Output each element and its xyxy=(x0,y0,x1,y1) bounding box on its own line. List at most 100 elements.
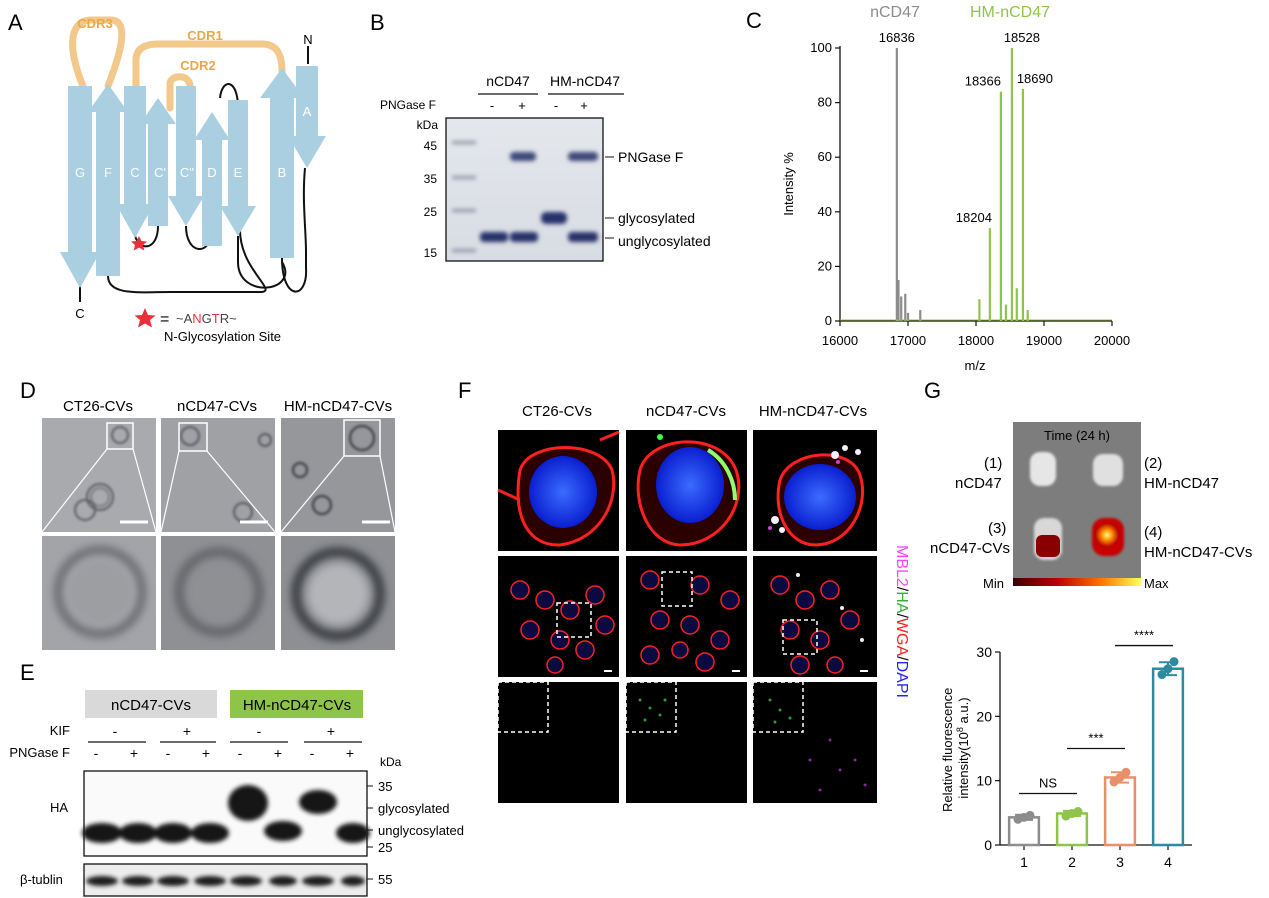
tem-image-hm-ncd47 xyxy=(280,418,396,533)
bar-ylabel: Relative fluorescence intensity(108 a.u.… xyxy=(940,684,971,812)
panel-c-letter: C xyxy=(746,8,762,33)
c-terminus-label: C xyxy=(75,306,84,321)
cdr1-loop xyxy=(132,40,286,90)
seq-part: G xyxy=(202,311,212,326)
x-tick-label: 2 xyxy=(1068,854,1076,870)
stain-sep: / xyxy=(893,656,910,661)
y-tick-label: 0 xyxy=(825,313,832,328)
group-box-ncd47-cvs xyxy=(85,690,217,718)
sample-name: HM-nCD47-CVs xyxy=(1144,544,1252,561)
ivis-title: Time (24 h) xyxy=(1044,428,1110,443)
kif-sign: + xyxy=(327,723,335,739)
band-label: glycosylated xyxy=(618,210,695,226)
significance-label: NS xyxy=(1039,776,1057,791)
significance-label: **** xyxy=(1134,628,1154,643)
ha-markers xyxy=(367,785,373,848)
pngase-sign: + xyxy=(130,745,138,761)
tubulin-blot-label: β-tublin xyxy=(20,872,63,887)
kif-signs: - + - + xyxy=(113,723,335,739)
y-tick-label: 10 xyxy=(976,773,992,789)
pngase-band xyxy=(568,152,598,161)
pngase-row-label: PNGase F xyxy=(9,745,70,760)
peak-label: 18204 xyxy=(956,210,992,225)
mw-marker: 25 xyxy=(378,840,392,855)
confocal-cell-ct26 xyxy=(497,430,620,547)
pngase-sign: - xyxy=(238,745,243,761)
peak-label: 18366 xyxy=(965,74,1001,89)
ylabel-line2: intensity(108 a.u.) xyxy=(955,697,971,798)
band-callouts xyxy=(605,156,614,239)
pngase-row-label: PNGase F xyxy=(380,98,436,112)
x-tick-label: 3 xyxy=(1116,854,1124,870)
bar xyxy=(1055,812,1089,847)
data-point xyxy=(1115,772,1125,782)
panel-f: F CT26-CVs nCD47-CVs HM-nCD47-CVs xyxy=(458,378,910,803)
peak-label: 18690 xyxy=(1017,71,1053,86)
x-tick-label: 1 xyxy=(1020,854,1028,870)
mw-marker: 55 xyxy=(378,872,392,887)
strand-cpp xyxy=(168,86,204,226)
legend-equals: = xyxy=(160,311,169,328)
legend-site-label: N-Glycosylation Site xyxy=(164,329,281,344)
ha-bands xyxy=(82,785,370,843)
kda-label: kDa xyxy=(380,755,402,769)
confocal-column-label: CT26-CVs xyxy=(522,403,592,420)
loop-e-b xyxy=(237,236,286,289)
group-label-ncd47: nCD47 xyxy=(486,73,530,89)
ladder-band xyxy=(452,249,476,252)
panel-d-letter: D xyxy=(20,378,36,403)
loop-c-cp xyxy=(134,225,159,248)
pngase-sign: + xyxy=(202,745,210,761)
confocal-column-label: HM-nCD47-CVs xyxy=(759,403,867,420)
lane-sign: + xyxy=(518,98,526,113)
band-label: PNGase F xyxy=(618,149,683,165)
cdr3-loop xyxy=(69,16,126,90)
x-tick-label: 18000 xyxy=(958,333,994,348)
strand-e xyxy=(220,100,256,236)
stain-sep: / xyxy=(893,613,910,618)
n-terminus-label: N xyxy=(303,32,312,47)
ivis-image xyxy=(1013,422,1141,578)
pngase-sign: + xyxy=(346,745,354,761)
bar xyxy=(1103,776,1137,847)
color-scale-bar xyxy=(1013,578,1141,586)
lane-sign: - xyxy=(554,98,558,113)
band-label: glycosylated xyxy=(378,801,450,816)
pngase-sign: + xyxy=(274,745,282,761)
y-tick-label: 60 xyxy=(818,149,832,164)
ha-blot xyxy=(83,770,368,857)
sample-num: (4) xyxy=(1144,524,1162,541)
strand-label: C' xyxy=(154,165,166,180)
strand-cp xyxy=(140,98,176,226)
bar xyxy=(1151,667,1185,847)
beta-strands xyxy=(60,66,326,288)
bar-series xyxy=(1007,657,1185,847)
lane-signs: - + - + xyxy=(490,98,588,113)
ladder-band xyxy=(452,209,476,212)
ylabel-line1: Relative fluorescence xyxy=(940,688,955,812)
stain-ha: HA xyxy=(893,591,910,614)
strand-label: F xyxy=(104,165,112,180)
panel-f-letter: F xyxy=(458,378,471,403)
unglycosylated-band xyxy=(568,232,598,242)
tem-zoom-ct26 xyxy=(42,536,156,650)
panel-c: C nCD47 HM-nCD47 Intensity % m/z 0 20 40 60… xyxy=(746,4,1130,373)
mw-marker: 45 xyxy=(424,139,438,153)
data-point xyxy=(1121,767,1131,777)
cdr-labels: CDR3 CDR1 CDR2 xyxy=(77,16,222,73)
mw-marker: 25 xyxy=(424,205,438,219)
strand-g xyxy=(60,86,100,288)
ladder-band xyxy=(452,141,476,144)
panel-a-letter: A xyxy=(8,10,23,35)
tem-image-ncd47 xyxy=(160,418,276,533)
strand-label: C'' xyxy=(180,165,194,180)
pngase-signs: - + - + - + - + xyxy=(94,745,354,761)
seq-part: R~ xyxy=(220,311,237,326)
x-tick-label: 16000 xyxy=(822,333,858,348)
kda-label: kDa xyxy=(417,118,439,132)
cdr3-label: CDR3 xyxy=(77,16,112,31)
tem-column-labels: CT26-CVs nCD47-CVs HM-nCD47-CVs xyxy=(63,398,392,415)
data-point xyxy=(1163,664,1173,674)
group-label: HM-nCD47-CVs xyxy=(243,697,351,714)
